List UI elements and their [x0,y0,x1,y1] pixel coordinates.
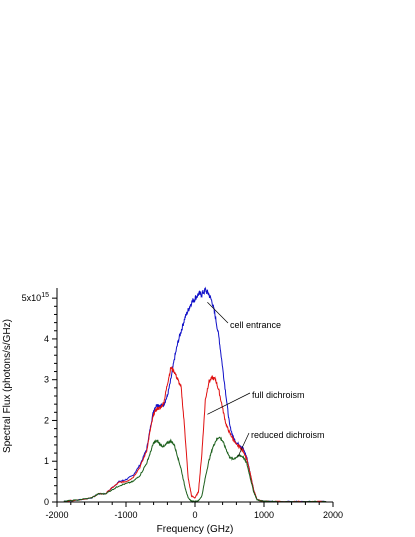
x-tick-label-3: 1000 [254,510,274,520]
y-tick-label-3: 3 [44,375,49,385]
annotation-label-1: full dichroism [252,390,305,400]
annotation-leader-0 [207,301,229,324]
y-tick-label-4: 4 [44,334,49,344]
y-tick-label-5: 5x1015 [22,292,49,303]
y-tick-label-0: 0 [44,497,49,507]
annotation-label-2: reduced dichroism [251,430,325,440]
annotation-label-0: cell entrance [230,320,281,330]
x-tick-label-1: -1000 [114,510,137,520]
series-line-cell-entrance [63,286,327,503]
y-tick-label-1: 1 [44,456,49,466]
plot-lines [63,286,327,503]
axes: -2000 -1000 0 1000 2000 0 1 2 3 4 5x1015 [22,288,343,520]
x-tick-label-4: 2000 [323,510,343,520]
y-tick-label-2: 2 [44,415,49,425]
series-line-reduced-dichroism [63,436,327,503]
x-axis-title: Frequency (GHz) [157,524,234,535]
y-axis-title: Spectral Flux (photons/s/GHz) [2,319,13,453]
annotation-leader-1 [207,392,251,415]
series-line-full-dichroism [63,365,327,503]
x-tick-label-0: -2000 [45,510,68,520]
annotations: cell entrance full dichroism reduced dichr… [207,301,325,458]
x-tick-label-2: 0 [192,510,197,520]
annotation-leader-2 [237,432,250,458]
